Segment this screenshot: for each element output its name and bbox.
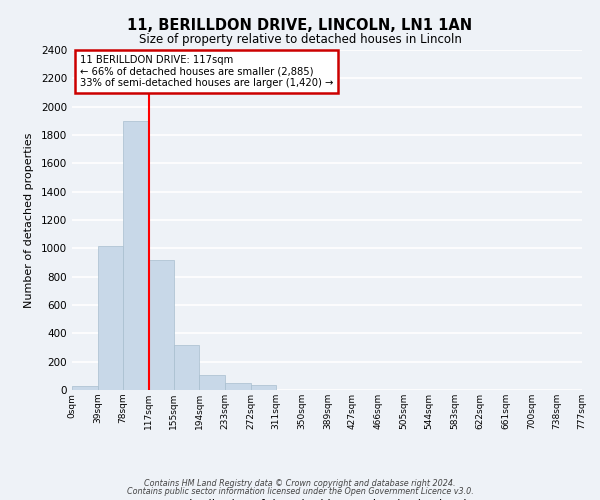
Bar (251, 385, 276, 390)
Text: Contains public sector information licensed under the Open Government Licence v3: Contains public sector information licen… (127, 487, 473, 496)
Text: 11 BERILLDON DRIVE: 117sqm
← 66% of detached houses are smaller (2,885)
33% of s: 11 BERILLDON DRIVE: 117sqm ← 66% of deta… (80, 55, 333, 88)
Bar (174, 344, 199, 390)
X-axis label: Distribution of detached houses by size in Lincoln: Distribution of detached houses by size … (180, 498, 474, 500)
Bar (72, 386, 98, 390)
Bar (225, 383, 251, 390)
Text: 11, BERILLDON DRIVE, LINCOLN, LN1 1AN: 11, BERILLDON DRIVE, LINCOLN, LN1 1AN (127, 18, 473, 32)
Bar (98, 246, 123, 390)
Y-axis label: Number of detached properties: Number of detached properties (24, 132, 34, 308)
Bar (199, 375, 225, 390)
Bar (149, 260, 174, 390)
Text: Contains HM Land Registry data © Crown copyright and database right 2024.: Contains HM Land Registry data © Crown c… (144, 478, 456, 488)
Bar (123, 121, 149, 390)
Text: Size of property relative to detached houses in Lincoln: Size of property relative to detached ho… (139, 32, 461, 46)
